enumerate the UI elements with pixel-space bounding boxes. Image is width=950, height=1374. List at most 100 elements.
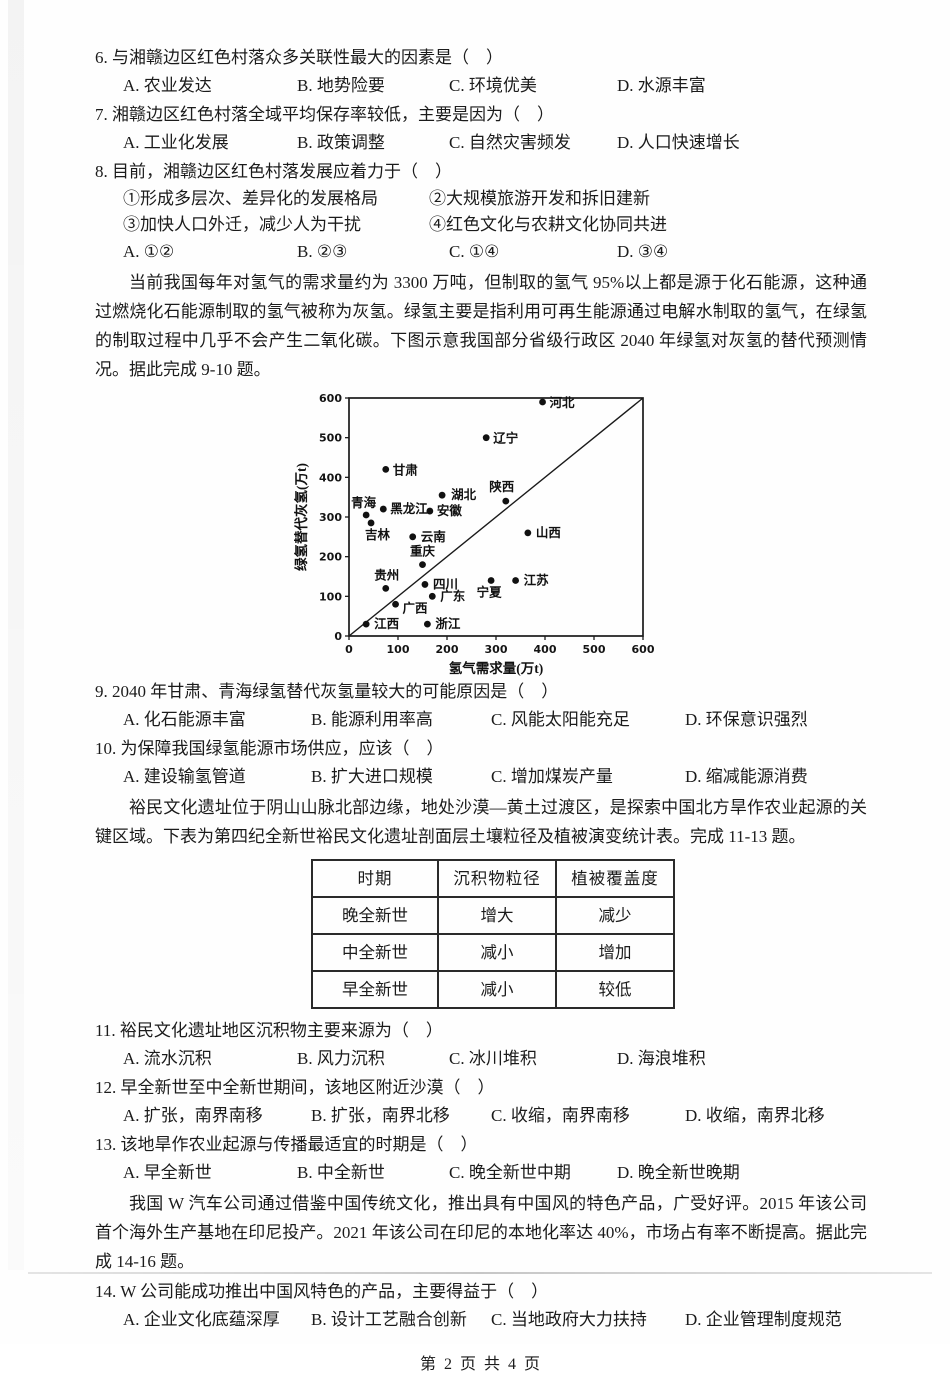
question-12-stem: 12. 早全新世至中全新世期间，该地区附近沙漠（ ） — [95, 1078, 495, 1097]
question-8-stem: 8. 目前，湘赣边区红色村落发展应着力于（ ） — [95, 162, 452, 181]
question-13-options: A. 早全新世 B. 中全新世 C. 晚全新世中期 D. 晚全新世晚期 — [95, 1159, 867, 1187]
svg-text:100: 100 — [387, 643, 410, 656]
svg-text:600: 600 — [632, 643, 655, 656]
question-9-stem: 9. 2040 年甘肃、青海绿氢替代灰氢量较大的可能原因是（ ） — [95, 682, 559, 701]
question-10-options: A. 建设输氢管道 B. 扩大进口规模 C. 增加煤炭产量 D. 缩减能源消费 — [95, 763, 867, 791]
question-8-options: A. ①② B. ②③ C. ①④ D. ③④ — [95, 238, 867, 266]
question-11: 11. 裕民文化遗址地区沉积物主要来源为（ ） A. 流水沉积 B. 风力沉积 … — [95, 1017, 867, 1073]
svg-text:0: 0 — [334, 630, 342, 643]
page-number: 第 2 页 共 4 页 — [419, 1356, 542, 1373]
table-header-grain: 沉积物粒径 — [437, 859, 557, 898]
option-12-d: D. 收缩，南界北移 — [685, 1106, 825, 1125]
question-10-stem: 10. 为保障我国绿氢能源市场供应，应该（ ） — [95, 739, 444, 758]
option-7-d: D. 人口快速增长 — [617, 133, 740, 152]
question-12-options: A. 扩张，南界南移 B. 扩张，南界北移 C. 收缩，南界南移 D. 收缩，南… — [95, 1102, 867, 1130]
question-7-stem: 7. 湘赣边区红色村落全域平均保存率较低，主要是因为（ ） — [95, 105, 554, 124]
statement-1: ①形成多层次、差异化的发展格局 — [123, 189, 378, 208]
svg-text:广东: 广东 — [440, 588, 466, 603]
question-6-stem: 6. 与湘赣边区红色村落众多关联性最大的因素是（ ） — [95, 48, 503, 67]
question-9-options: A. 化石能源丰富 B. 能源利用率高 C. 风能太阳能充足 D. 环保意识强烈 — [95, 706, 867, 734]
svg-text:重庆: 重庆 — [410, 544, 436, 559]
option-8-a: A. ①② — [123, 242, 175, 261]
option-8-b: B. ②③ — [297, 242, 348, 261]
option-11-c: C. 冰川堆积 — [449, 1049, 537, 1068]
option-11-a: A. 流水沉积 — [123, 1049, 212, 1068]
question-13-stem: 13. 该地旱作农业起源与传播最适宜的时期是（ ） — [95, 1135, 478, 1154]
option-13-c: C. 晚全新世中期 — [449, 1163, 571, 1182]
option-13-b: B. 中全新世 — [297, 1163, 385, 1182]
table-header-period: 时期 — [311, 859, 439, 898]
table-header-row: 时期 沉积物粒径 植被覆盖度 — [311, 859, 675, 898]
svg-text:黑龙江: 黑龙江 — [390, 501, 428, 516]
question-9: 9. 2040 年甘肃、青海绿氢替代灰氢量较大的可能原因是（ ） A. 化石能源… — [95, 678, 867, 734]
option-8-c: C. ①④ — [449, 242, 500, 261]
svg-text:300: 300 — [319, 511, 342, 524]
option-12-c: C. 收缩，南界南移 — [491, 1106, 630, 1125]
svg-text:陕西: 陕西 — [489, 479, 514, 494]
svg-text:吉林: 吉林 — [365, 527, 391, 542]
option-7-b: B. 政策调整 — [297, 133, 385, 152]
table-cell: 较低 — [555, 970, 675, 1009]
svg-text:四川: 四川 — [433, 577, 458, 591]
statement-2: ②大规模旅游开发和拆旧建新 — [429, 189, 650, 208]
option-10-b: B. 扩大进口规模 — [311, 767, 433, 786]
option-11-d: D. 海浪堆积 — [617, 1049, 706, 1068]
svg-text:绿氢替代灰氢(万t): 绿氢替代灰氢(万t) — [293, 463, 309, 571]
passage-hydrogen: 当前我国每年对氢气的需求量约为 3300 万吨，但制取的氢气 95%以上都是源于… — [95, 273, 867, 379]
table-cell: 减小 — [437, 970, 557, 1009]
option-10-a: A. 建设输氢管道 — [123, 767, 246, 786]
question-14-stem: 14. W 公司能成功推出中国风特色的产品，主要得益于（ ） — [95, 1282, 549, 1301]
question-13: 13. 该地旱作农业起源与传播最适宜的时期是（ ） A. 早全新世 B. 中全新… — [95, 1131, 867, 1187]
svg-text:河北: 河北 — [550, 395, 576, 410]
passage-w-company: 我国 W 汽车公司通过借鉴中国传统文化，推出具有中国风的特色产品，广受好评。20… — [95, 1194, 867, 1271]
svg-text:青海: 青海 — [351, 495, 377, 510]
svg-text:400: 400 — [534, 643, 557, 656]
option-10-c: C. 增加煤炭产量 — [491, 767, 613, 786]
svg-text:甘肃: 甘肃 — [393, 462, 419, 477]
passage-yumin: 裕民文化遗址位于阴山山脉北部边缘，地处沙漠—黄土过渡区，是探索中国北方旱作农业起… — [95, 798, 867, 846]
svg-text:浙江: 浙江 — [435, 616, 461, 631]
svg-text:宁夏: 宁夏 — [477, 584, 503, 599]
option-6-c: C. 环境优美 — [449, 76, 537, 95]
option-7-c: C. 自然灾害频发 — [449, 133, 571, 152]
question-10: 10. 为保障我国绿氢能源市场供应，应该（ ） A. 建设输氢管道 B. 扩大进… — [95, 735, 867, 791]
option-9-c: C. 风能太阳能充足 — [491, 710, 630, 729]
svg-text:600: 600 — [319, 392, 342, 405]
option-6-a: A. 农业发达 — [123, 76, 212, 95]
question-11-stem: 11. 裕民文化遗址地区沉积物主要来源为（ ） — [95, 1021, 443, 1040]
svg-text:湖北: 湖北 — [451, 487, 477, 502]
svg-text:0: 0 — [345, 643, 353, 656]
question-8-statements-row1: ①形成多层次、差异化的发展格局 ②大规模旅游开发和拆旧建新 — [95, 186, 867, 212]
option-10-d: D. 缩减能源消费 — [685, 767, 808, 786]
option-14-a: A. 企业文化底蕴深厚 — [123, 1310, 280, 1329]
statement-3: ③加快人口外迁，减少人为干扰 — [123, 215, 361, 234]
question-11-options: A. 流水沉积 B. 风力沉积 C. 冰川堆积 D. 海浪堆积 — [95, 1045, 867, 1073]
option-14-b: B. 设计工艺融合创新 — [311, 1310, 467, 1329]
svg-text:广西: 广西 — [403, 600, 428, 615]
svg-text:氢气需求量(万t): 氢气需求量(万t) — [449, 660, 544, 676]
option-12-b: B. 扩张，南界北移 — [311, 1106, 450, 1125]
svg-text:江苏: 江苏 — [524, 572, 550, 587]
table-cell: 增大 — [437, 896, 557, 935]
table-cell: 早全新世 — [311, 970, 439, 1009]
option-12-a: A. 扩张，南界南移 — [123, 1106, 263, 1125]
soil-table: 时期 沉积物粒径 植被覆盖度 晚全新世 增大 减少 中全新世 减小 增加 — [311, 859, 867, 1009]
option-6-d: D. 水源丰富 — [617, 76, 706, 95]
question-7-options: A. 工业化发展 B. 政策调整 C. 自然灾害频发 D. 人口快速增长 — [95, 129, 867, 157]
table-cell: 晚全新世 — [311, 896, 439, 935]
svg-text:辽宁: 辽宁 — [493, 431, 518, 446]
question-8-statements-row2: ③加快人口外迁，减少人为干扰 ④红色文化与农耕文化协同共进 — [95, 212, 867, 238]
table-row: 晚全新世 增大 减少 — [311, 896, 675, 935]
svg-text:贵州: 贵州 — [374, 567, 399, 582]
option-14-c: C. 当地政府大力扶持 — [491, 1310, 647, 1329]
svg-text:安徽: 安徽 — [437, 503, 463, 518]
option-13-a: A. 早全新世 — [123, 1163, 212, 1182]
table-cell: 减少 — [555, 896, 675, 935]
question-12: 12. 早全新世至中全新世期间，该地区附近沙漠（ ） A. 扩张，南界南移 B.… — [95, 1074, 867, 1130]
option-9-d: D. 环保意识强烈 — [685, 710, 808, 729]
question-14: 14. W 公司能成功推出中国风特色的产品，主要得益于（ ） A. 企业文化底蕴… — [95, 1278, 867, 1334]
question-6-options: A. 农业发达 B. 地势险要 C. 环境优美 D. 水源丰富 — [95, 72, 867, 100]
table-cell: 减小 — [437, 933, 557, 972]
exam-content: 6. 与湘赣边区红色村落众多关联性最大的因素是（ ） A. 农业发达 B. 地势… — [95, 44, 867, 1374]
option-11-b: B. 风力沉积 — [297, 1049, 385, 1068]
